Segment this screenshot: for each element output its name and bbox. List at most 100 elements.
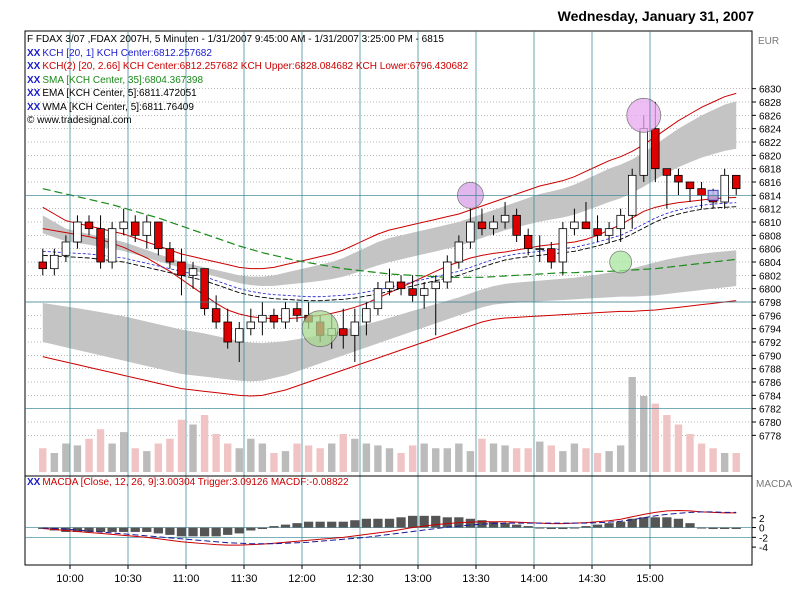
candle-body xyxy=(385,281,394,290)
x-tick-label: 11:30 xyxy=(231,573,258,585)
volume-bar xyxy=(316,448,324,472)
lower-keltner-band xyxy=(42,250,737,382)
price-tick-label: 6802 xyxy=(759,271,782,282)
volume-bar xyxy=(119,432,128,472)
legend-marker: XX xyxy=(27,88,41,99)
x-tick-label: 10:00 xyxy=(56,573,84,585)
candle-body xyxy=(200,268,209,310)
legend-entry: XX SMA [KCH Center, 35]:6804.367398 xyxy=(27,75,203,87)
macd-histogram-bar xyxy=(500,523,510,528)
macd-histogram-bar xyxy=(95,527,106,532)
volume-bar xyxy=(258,443,267,472)
macd-histogram-bar xyxy=(61,527,71,532)
price-tick-label: 6786 xyxy=(759,378,782,389)
macd-histogram-bar xyxy=(234,527,244,534)
macd-histogram-bar xyxy=(546,527,556,530)
price-tick-label: 6810 xyxy=(759,218,782,229)
legend-marker: XX xyxy=(27,74,41,86)
legend-entry: XX KCH [20, 1] KCH Center:6812.257682 xyxy=(27,48,212,60)
macd-histogram-bar xyxy=(257,527,267,530)
price-tick-label: 6806 xyxy=(759,245,782,256)
volume-bar xyxy=(247,438,255,472)
x-tick-label: 13:00 xyxy=(404,573,432,585)
macd-histogram-bar xyxy=(107,527,117,532)
price-tick-label: 6812 xyxy=(759,205,782,216)
candle-body xyxy=(339,328,348,336)
macd-histogram-bar xyxy=(211,527,221,537)
candle-body xyxy=(593,228,602,236)
macd-histogram-bar xyxy=(303,521,314,528)
volume-bar xyxy=(235,448,243,472)
volume-bar xyxy=(328,443,336,472)
candle-body xyxy=(61,241,71,256)
candle-body xyxy=(547,248,556,263)
legend-marker: XX xyxy=(27,47,41,59)
candle-body xyxy=(165,248,175,263)
candle-body xyxy=(443,261,452,283)
price-tick-label: 6828 xyxy=(759,98,782,109)
volume-bar xyxy=(362,443,371,472)
macd-histogram-bar xyxy=(350,520,360,528)
volume-bar xyxy=(39,448,47,472)
volume-bar xyxy=(223,443,232,472)
price-tick-label: 6788 xyxy=(759,365,782,376)
volume-bar xyxy=(397,453,405,472)
macd-histogram-bar xyxy=(720,527,730,530)
macd-histogram-bar xyxy=(419,515,429,528)
legend-entry: XX KCH(2) [20, 2.66] KCH Center:6812.2576… xyxy=(27,61,468,73)
candle-body xyxy=(246,321,256,330)
macd-histogram-bar xyxy=(176,527,187,537)
legend-text: © www.tradesignal.com xyxy=(27,115,132,126)
candle-body xyxy=(500,214,510,223)
volume-bar xyxy=(166,438,174,472)
volume-bar xyxy=(432,448,440,472)
price-tick-label: 6820 xyxy=(759,151,782,162)
candle-body xyxy=(154,221,163,250)
macd-histogram-bar xyxy=(384,518,395,528)
volume-bar xyxy=(651,403,660,472)
legend-text: MACDA [Close, 12, 26, 9]:3.00304 Trigger… xyxy=(42,477,349,488)
candle-body xyxy=(373,288,383,310)
macd-histogram-bar xyxy=(269,526,279,528)
legend-entry: © www.tradesignal.com xyxy=(27,115,132,127)
volume-bar xyxy=(50,453,59,472)
macd-histogram-bar xyxy=(604,523,614,528)
volume-bar xyxy=(212,434,220,472)
chart-date-title: Wednesday, January 31, 2007 xyxy=(557,8,754,24)
macd-histogram-bar xyxy=(280,524,291,528)
signal-marker xyxy=(626,97,662,133)
candle-body xyxy=(431,281,440,290)
price-tick-label: 6804 xyxy=(759,258,782,269)
candle-body xyxy=(73,221,82,243)
candle-body xyxy=(131,221,140,236)
candle-body xyxy=(454,241,464,263)
volume-bar xyxy=(732,453,740,472)
volume-bar xyxy=(131,448,139,472)
volume-bar xyxy=(663,415,671,472)
macd-histogram-bar xyxy=(662,517,672,528)
volume-bar xyxy=(489,443,498,472)
volume-bar xyxy=(85,438,93,472)
candle-body xyxy=(651,128,660,170)
legend-marker: XX xyxy=(27,477,41,488)
volume-bar xyxy=(96,429,105,472)
macd-histogram-bar xyxy=(165,527,175,535)
candle-body xyxy=(674,174,683,183)
candle-body xyxy=(697,188,706,196)
volume-bar xyxy=(616,445,625,472)
macd-histogram-bar xyxy=(119,527,129,532)
price-tick-label: 6792 xyxy=(759,338,782,349)
volume-bar xyxy=(547,445,556,472)
macd-histogram-bar xyxy=(569,527,580,529)
price-tick-label: 6784 xyxy=(759,391,782,402)
volume-bar xyxy=(455,443,463,472)
volume-bar xyxy=(466,451,475,472)
volume-bar xyxy=(674,424,683,472)
candle-body xyxy=(235,328,244,343)
x-tick-label: 11:00 xyxy=(173,573,200,585)
legend-marker: XX xyxy=(27,101,41,113)
candle-body xyxy=(223,321,232,343)
candle-body xyxy=(662,168,672,176)
legend-text: F FDAX 3/07 ,FDAX 2007H, 5 Minuten - 1/3… xyxy=(27,34,444,45)
